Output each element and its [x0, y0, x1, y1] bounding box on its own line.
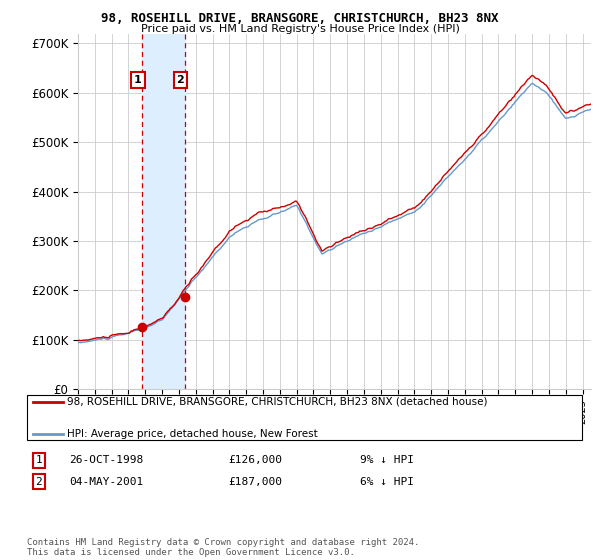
Text: 1: 1: [134, 75, 142, 85]
Text: 2: 2: [35, 477, 43, 487]
Text: Contains HM Land Registry data © Crown copyright and database right 2024.
This d: Contains HM Land Registry data © Crown c…: [27, 538, 419, 557]
Text: 1: 1: [35, 455, 43, 465]
Text: 2: 2: [176, 75, 184, 85]
Text: £187,000: £187,000: [228, 477, 282, 487]
Text: 04-MAY-2001: 04-MAY-2001: [69, 477, 143, 487]
Text: 6% ↓ HPI: 6% ↓ HPI: [360, 477, 414, 487]
Text: 9% ↓ HPI: 9% ↓ HPI: [360, 455, 414, 465]
Text: Price paid vs. HM Land Registry's House Price Index (HPI): Price paid vs. HM Land Registry's House …: [140, 24, 460, 34]
Text: 98, ROSEHILL DRIVE, BRANSGORE, CHRISTCHURCH, BH23 8NX (detached house): 98, ROSEHILL DRIVE, BRANSGORE, CHRISTCHU…: [67, 396, 488, 407]
Text: 98, ROSEHILL DRIVE, BRANSGORE, CHRISTCHURCH, BH23 8NX: 98, ROSEHILL DRIVE, BRANSGORE, CHRISTCHU…: [101, 12, 499, 25]
Bar: [142, 34, 185, 389]
Text: 26-OCT-1998: 26-OCT-1998: [69, 455, 143, 465]
Text: HPI: Average price, detached house, New Forest: HPI: Average price, detached house, New …: [67, 429, 318, 439]
Text: £126,000: £126,000: [228, 455, 282, 465]
